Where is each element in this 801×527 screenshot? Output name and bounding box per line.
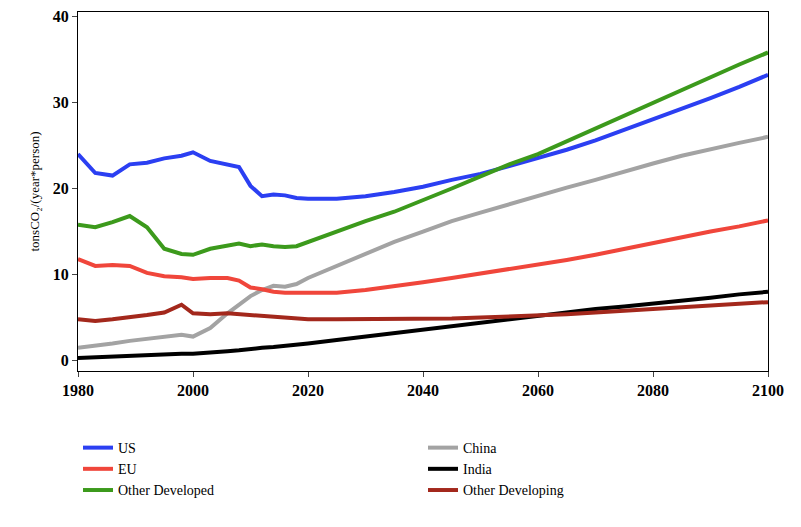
svg-text:20: 20 [53,180,69,197]
svg-text:2000: 2000 [177,382,209,399]
svg-text:2060: 2060 [522,382,554,399]
svg-text:30: 30 [53,94,69,111]
svg-text:tonsCO₂/(year*person): tonsCO₂/(year*person) [27,131,42,251]
svg-text:2100: 2100 [752,382,784,399]
svg-text:2020: 2020 [292,382,324,399]
svg-text:2080: 2080 [637,382,669,399]
svg-text:US: US [118,441,136,456]
svg-text:Other Developed: Other Developed [118,483,214,498]
svg-text:China: China [463,441,497,456]
svg-text:Other Developing: Other Developing [463,483,564,498]
svg-text:0: 0 [61,352,69,369]
svg-text:EU: EU [118,462,137,477]
svg-text:2040: 2040 [407,382,439,399]
svg-text:40: 40 [53,8,69,25]
svg-text:India: India [463,462,493,477]
svg-text:10: 10 [53,266,69,283]
svg-text:1980: 1980 [62,382,94,399]
